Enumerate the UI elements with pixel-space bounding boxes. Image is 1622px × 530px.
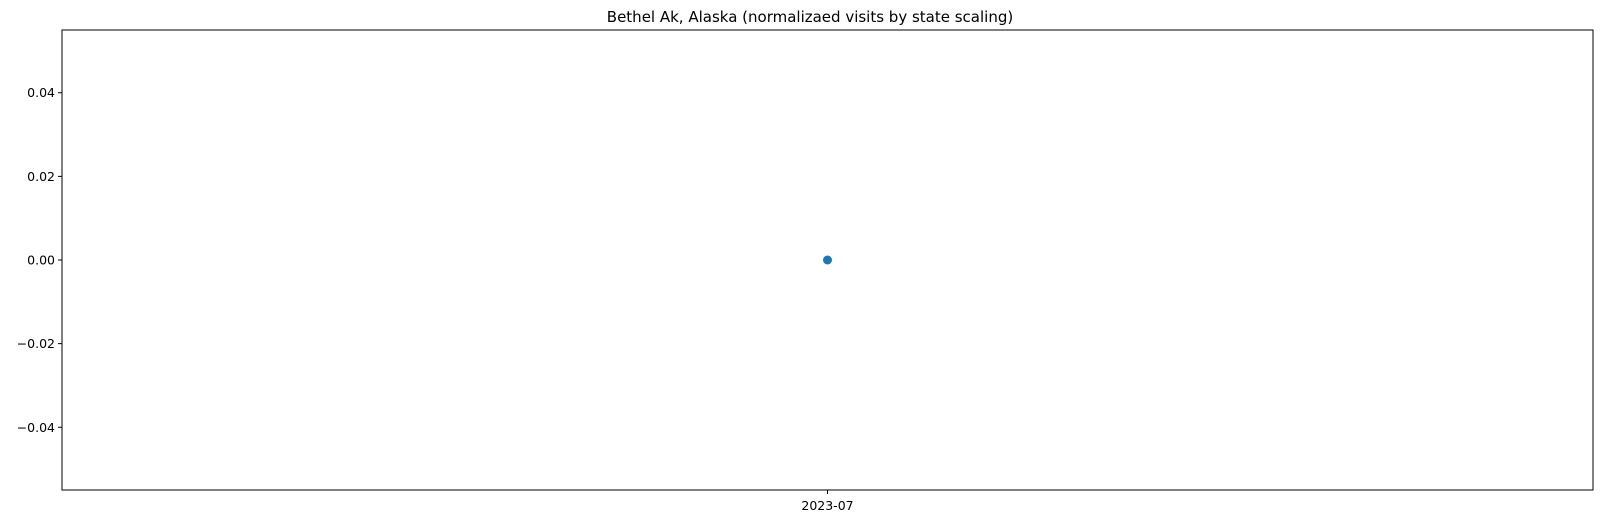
y-tick-label: 0.04 — [27, 85, 55, 100]
chart-title: Bethel Ak, Alaska (normalizaed visits by… — [607, 8, 1013, 26]
y-axis: −0.04 −0.02 0.00 0.02 0.04 — [17, 85, 62, 435]
y-tick-label: −0.04 — [17, 420, 55, 435]
x-tick-label: 2023-07 — [801, 498, 853, 513]
y-tick-label: −0.02 — [17, 336, 55, 351]
y-tick-label: 0.00 — [27, 253, 55, 268]
data-point — [823, 255, 832, 265]
x-axis: 2023-07 — [801, 490, 854, 513]
series-points — [823, 255, 832, 265]
y-tick-label: 0.02 — [27, 169, 55, 184]
